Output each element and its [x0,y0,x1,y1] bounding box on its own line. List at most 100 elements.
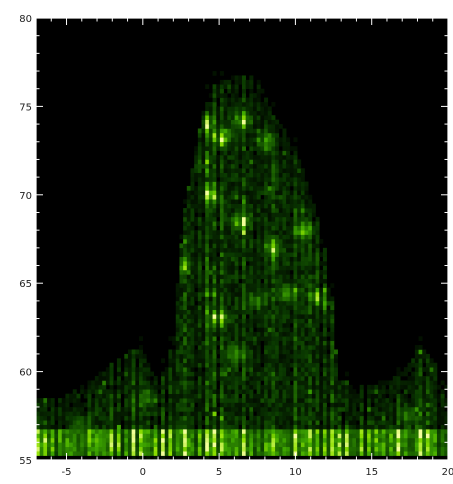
heat-cell [230,221,235,227]
heat-cell [444,442,448,448]
heat-cell [208,194,213,200]
heat-cell [197,216,202,222]
heat-cell [256,181,261,187]
heat-cell [300,429,305,434]
heat-cell [330,437,335,443]
heat-cell [179,331,184,337]
heat-cell [304,199,309,204]
heat-cell [414,358,419,364]
heat-cell [245,181,250,187]
heat-cell [65,451,70,456]
heat-cell [300,194,305,200]
heat-cell [330,402,335,408]
heat-cell [116,433,121,439]
heat-cell [429,442,434,448]
heat-cell [91,398,96,403]
heat-cell [359,420,364,425]
heat-cell [183,318,188,324]
heat-cell [293,239,298,244]
heat-cell [47,415,52,421]
heat-cell [304,393,309,399]
heat-cell [315,437,320,443]
heat-cell [201,252,206,257]
heat-cell [267,247,272,253]
heat-cell [139,442,143,448]
heat-cell [227,146,232,151]
heat-cell [212,150,217,156]
heat-cell [289,300,294,306]
heat-cell [227,265,232,271]
heat-cell [216,119,221,125]
heat-cell [142,402,147,408]
heat-cell [197,194,202,200]
heat-cell [227,208,232,213]
heat-cell [289,221,294,227]
heat-cell [139,389,143,394]
heat-cell [197,225,202,231]
heat-cell [219,287,224,293]
heat-cell [36,451,40,456]
heat-cell [223,406,228,412]
heat-cell [330,358,335,364]
heat-cell [219,93,224,98]
heat-cell [333,451,338,456]
heat-cell [242,376,246,381]
heat-cell [315,429,320,434]
heat-cell [282,141,287,147]
heat-cell [245,203,250,209]
heat-cell [300,362,305,368]
heat-cell [411,429,416,434]
heat-cell [282,446,287,452]
heat-cell [183,345,188,350]
heat-cell [311,384,316,390]
heat-cell [278,296,283,302]
heat-cell [293,146,298,151]
heat-cell [370,398,375,403]
heat-cell [289,429,294,434]
heat-cell [139,433,143,439]
heat-cell [127,398,132,403]
heat-cell [297,278,302,284]
heat-cell [238,128,243,134]
heat-cell [197,300,202,306]
heat-cell [278,402,283,408]
heat-cell [267,256,272,262]
heat-cell [256,119,261,125]
heat-cell [444,429,448,434]
heat-cell [124,398,129,403]
heat-cell [286,442,291,448]
heat-cell [80,451,85,456]
heat-cell [286,371,291,377]
heat-cell [300,212,305,218]
heat-cell [113,393,118,399]
heat-cell [311,446,316,452]
heat-cell [94,411,99,417]
heat-cell [278,362,283,368]
heat-cell [212,199,217,204]
heat-cell [146,389,151,394]
heat-cell [230,442,235,448]
heat-cell [345,380,349,386]
heat-cell [367,389,372,394]
heat-cell [135,367,140,372]
heat-cell [212,185,217,191]
heat-cell [333,433,338,439]
heat-cell [230,212,235,218]
heat-cell [311,300,316,306]
heat-cell [267,110,272,116]
heat-cell [208,451,213,456]
heat-cell [219,101,224,107]
heat-cell [208,305,213,311]
heat-cell [234,124,239,129]
heat-cell [36,406,40,412]
heat-cell [278,172,283,178]
heat-cell [36,420,40,425]
heat-cell [300,376,305,381]
heat-cell [212,278,217,284]
heat-cell [322,340,327,346]
heat-cell [113,437,118,443]
heat-cell [223,367,228,372]
heat-cell [271,225,276,231]
heat-cell [367,402,372,408]
heat-cell [201,221,206,227]
